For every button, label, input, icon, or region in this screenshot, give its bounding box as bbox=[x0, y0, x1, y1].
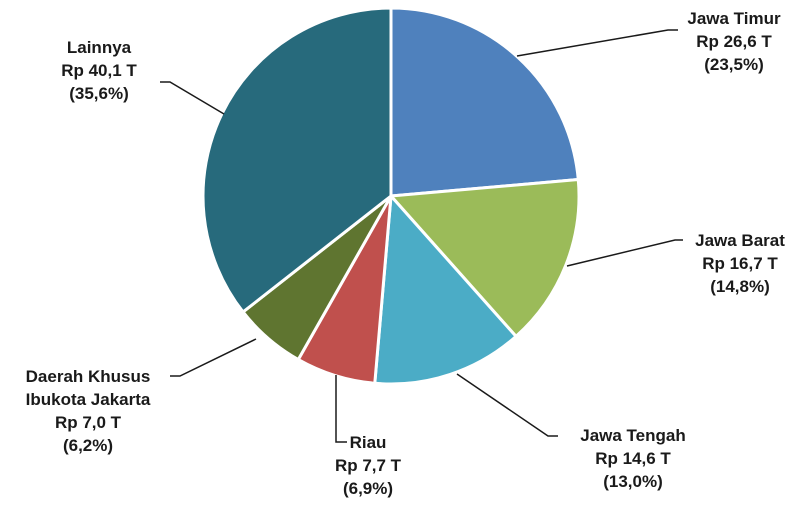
label-jawa-timur: Jawa Timur Rp 26,6 T (23,5%) bbox=[674, 7, 794, 76]
slice-percent: (13,0%) bbox=[603, 472, 663, 491]
slice-name-line-1: Daerah Khusus bbox=[25, 367, 151, 386]
slice-name-line-2: Ibukota Jakarta bbox=[25, 390, 151, 409]
slice-value: Rp 16,7 T bbox=[702, 254, 778, 273]
leader-line-jawa-tengah bbox=[456, 373, 558, 437]
slice-percent: (35,6%) bbox=[69, 84, 129, 103]
leader-line-jawa-barat bbox=[566, 239, 683, 267]
slice-value: Rp 14,6 T bbox=[595, 449, 671, 468]
leader-line-jawa-timur bbox=[516, 29, 678, 57]
slice-percent: (14,8%) bbox=[710, 277, 770, 296]
slice-name: Lainnya bbox=[66, 38, 132, 57]
slice-percent: (6,9%) bbox=[342, 479, 394, 498]
slice-value: Rp 26,6 T bbox=[696, 32, 772, 51]
pie-slice-lainnya bbox=[201, 6, 393, 314]
pie-slice-jawa-tengah bbox=[373, 194, 518, 386]
leader-line-riau bbox=[335, 375, 347, 443]
pie-slice-jawa-barat bbox=[389, 178, 581, 338]
slice-value: Rp 40,1 T bbox=[61, 61, 137, 80]
leader-line-lainnya bbox=[160, 81, 225, 115]
slice-name: Jawa Barat bbox=[695, 231, 785, 250]
label-lainnya: Lainnya Rp 40,1 T (35,6%) bbox=[40, 36, 158, 105]
label-jawa-barat: Jawa Barat Rp 16,7 T (14,8%) bbox=[678, 229, 802, 298]
slice-name: Jawa Tengah bbox=[580, 426, 686, 445]
slice-value: Rp 7,7 T bbox=[334, 456, 402, 475]
leader-line-dki-jakarta bbox=[170, 338, 257, 377]
slice-percent: (23,5%) bbox=[704, 55, 764, 74]
label-riau: Riau Rp 7,7 T (6,9%) bbox=[313, 431, 423, 500]
slice-value: Rp 7,0 T bbox=[54, 413, 122, 432]
label-jawa-tengah: Jawa Tengah Rp 14,6 T (13,0%) bbox=[558, 424, 708, 493]
slice-name: Jawa Timur bbox=[687, 9, 781, 28]
label-dki-jakarta: Daerah Khusus Ibukota Jakarta Rp 7,0 T (… bbox=[4, 365, 172, 457]
slice-percent: (6,2%) bbox=[62, 436, 114, 455]
slice-name: Riau bbox=[349, 433, 387, 452]
pie-slice-jawa-timur bbox=[389, 6, 580, 198]
